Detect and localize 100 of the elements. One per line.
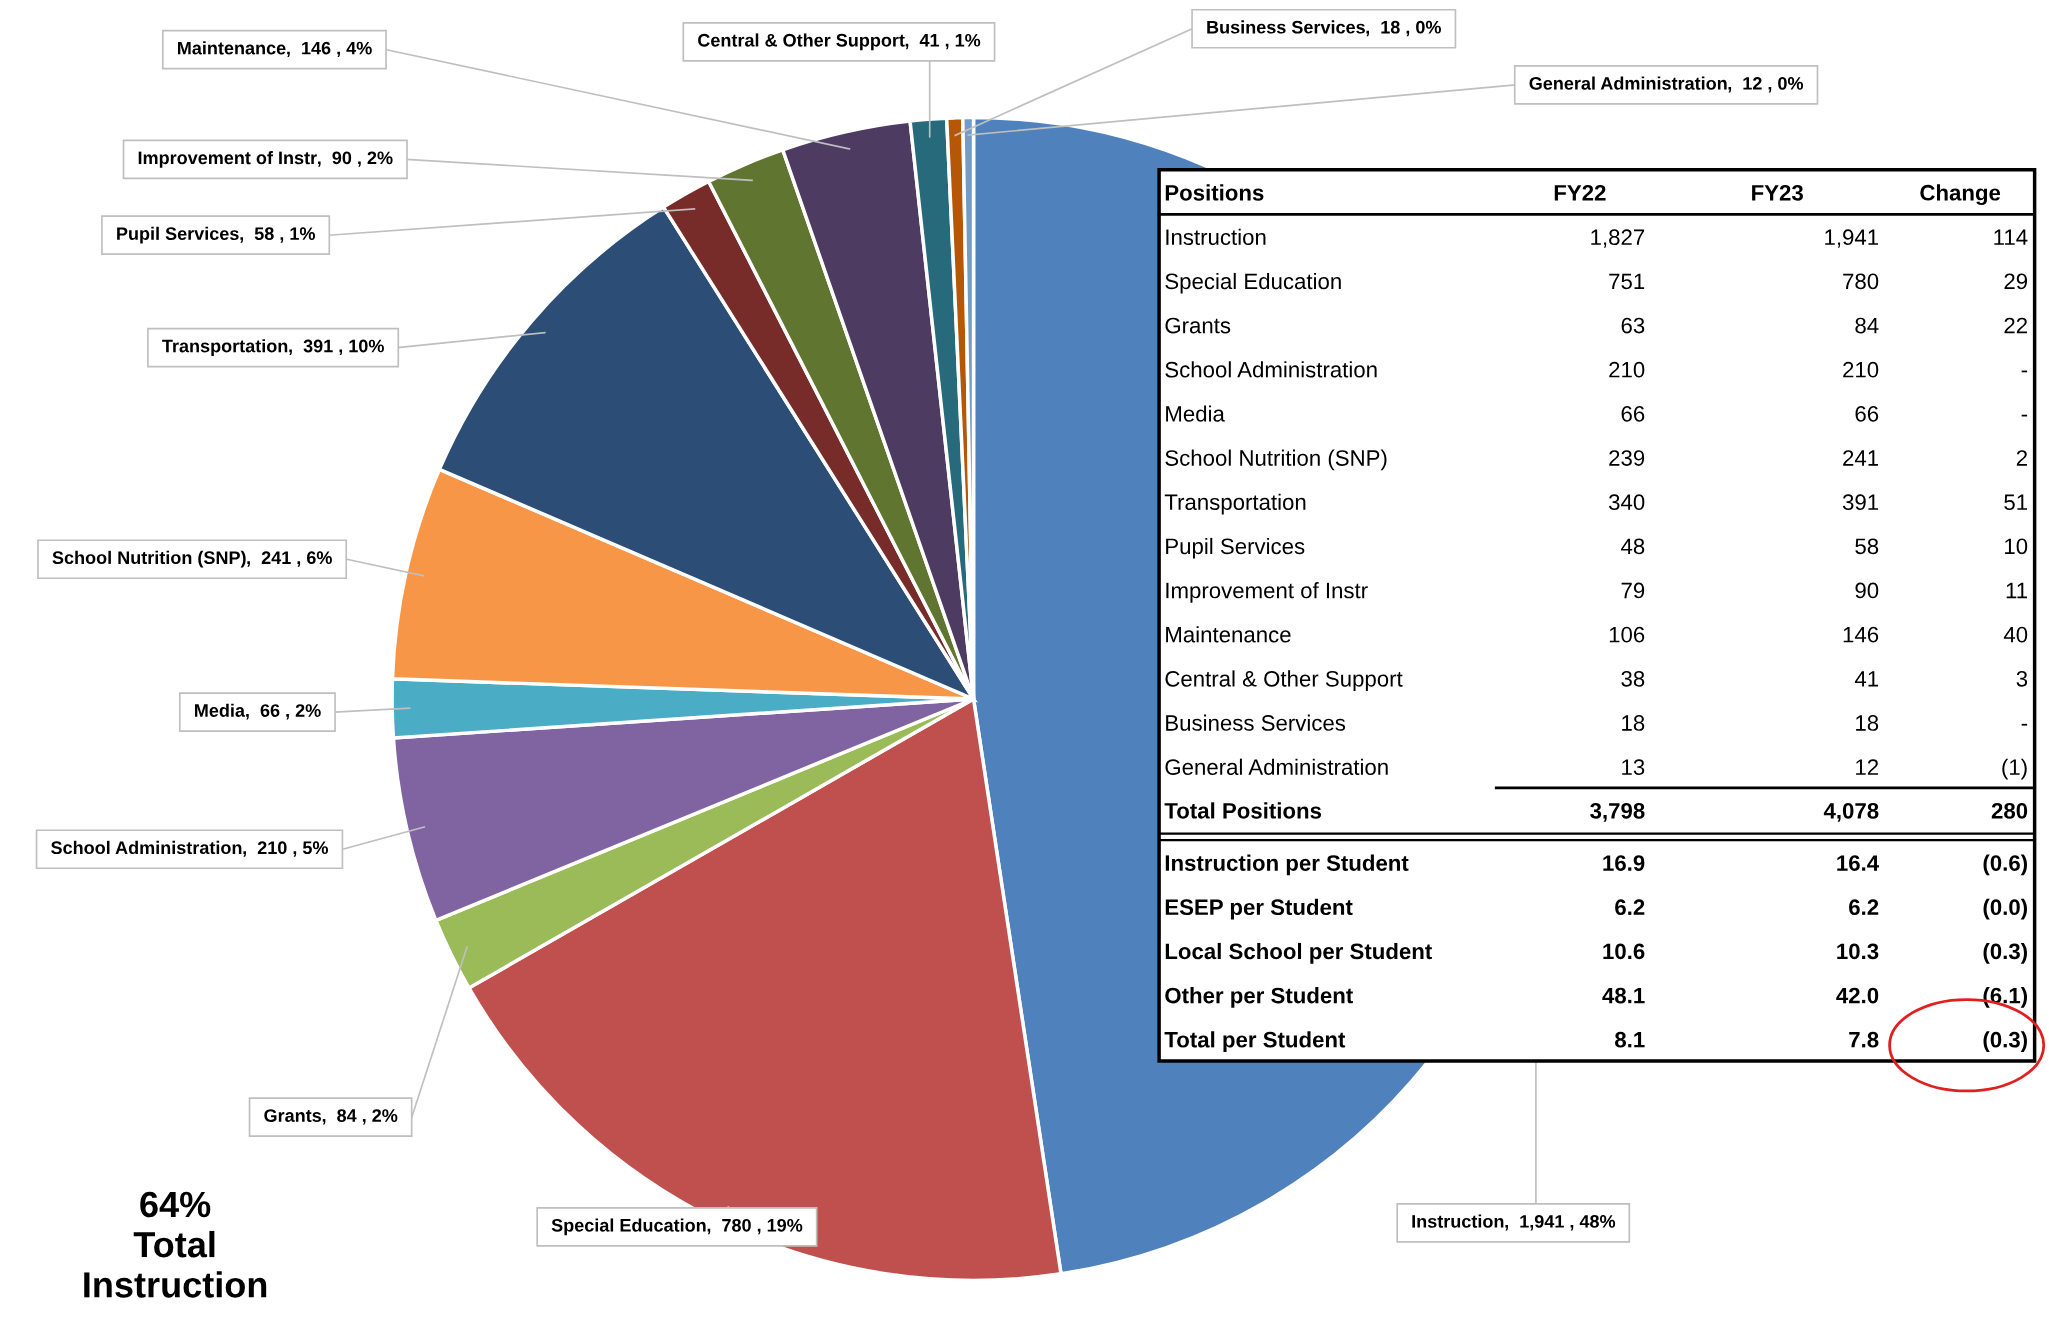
text: 241 <box>1843 450 1879 466</box>
text: 391 <box>1842 494 1879 511</box>
text: (0.3) <box>1983 942 2027 964</box>
slice-label: Special Education <box>551 1218 706 1236</box>
text: 751 <box>1609 273 1645 290</box>
category-label: Maintenance <box>1166 626 1291 643</box>
text: 18 <box>1622 715 1645 731</box>
slice-label: Central & Other Support <box>698 33 905 51</box>
text: 11 <box>2006 582 2028 599</box>
text: 66 <box>1855 405 1879 422</box>
text: 6.2 <box>1615 899 1645 916</box>
category-label: Total per Student <box>1164 1031 1346 1052</box>
text: 38 <box>1621 670 1645 687</box>
category-label: School Administration <box>1165 361 1377 378</box>
data-label: , 18 , 0% <box>1366 20 1441 37</box>
text: 210 <box>1843 361 1879 378</box>
text: 63 <box>1621 317 1645 334</box>
text: Positions <box>1165 184 1264 201</box>
category-label: School Nutrition (SNP) <box>1165 449 1387 471</box>
text: 3,798 <box>1590 802 1645 822</box>
text: 6.2 <box>1849 899 1879 916</box>
text: 10.6 <box>1603 943 1645 960</box>
text: 40 <box>2003 626 2028 643</box>
text: 16.4 <box>1837 855 1880 871</box>
text: 106 <box>1609 626 1645 643</box>
category-label: Grants <box>1165 317 1231 334</box>
text: 48 <box>1621 538 1645 555</box>
slice-label: Transportation <box>162 339 288 356</box>
text: 780 <box>1843 273 1879 290</box>
data-label: , 391 , 10% <box>289 339 384 356</box>
text: (1) <box>2002 758 2027 780</box>
category-label: Local School per Student <box>1165 942 1432 964</box>
category-label: Central & Other Support <box>1165 670 1403 692</box>
text: 7.8 <box>1849 1031 1879 1048</box>
category-label: ESEP per Student <box>1165 898 1353 920</box>
category-label: Transportation <box>1164 493 1306 515</box>
text: 10.3 <box>1837 943 1879 960</box>
slice-label: School Nutrition (SNP) <box>52 550 246 568</box>
category-label: Business Services <box>1166 714 1346 731</box>
text: (0.6) <box>1983 854 2027 876</box>
text: 48.1 <box>1602 987 1645 1004</box>
data-label: , 41 , 1% <box>905 33 981 50</box>
text: - <box>2021 723 2028 726</box>
category-label: Pupil Services <box>1166 537 1305 559</box>
data-label: , 90 , 2% <box>318 151 393 167</box>
data-label: , 1,941 , 48% <box>1505 1215 1616 1231</box>
text: 41 <box>1854 671 1879 687</box>
data-label: , 58 , 1% <box>240 227 315 243</box>
data-label: , 241 , 6% <box>247 551 332 567</box>
data-label: , 146 , 4% <box>287 41 372 58</box>
text: 8.1 <box>1615 1031 1645 1048</box>
text: 210 <box>1609 361 1645 378</box>
text: - <box>2021 414 2028 417</box>
slice-label: School Administration <box>51 840 242 855</box>
slice-label: Instruction <box>1412 1214 1504 1228</box>
data-label: , 84 , 2% <box>322 1109 398 1125</box>
text: 13 <box>1622 759 1645 776</box>
text: 146 <box>1843 626 1879 643</box>
text: 1,827 <box>1591 229 1645 248</box>
text: 64% Total Instruction <box>84 1191 267 1298</box>
slice-label: Pupil Services <box>117 226 239 244</box>
category-label: Media <box>1166 405 1225 422</box>
slice-label: Maintenance <box>178 41 286 55</box>
category-label: Other per Student <box>1165 987 1353 1008</box>
text: 4,078 <box>1823 802 1879 822</box>
text: 2 <box>2016 450 2027 466</box>
data-label: , 66 , 2% <box>246 704 321 720</box>
text: 16.9 <box>1603 855 1645 871</box>
slice-label: Media <box>195 703 246 717</box>
data-label: , 210 , 5% <box>243 841 329 857</box>
text: 79 <box>1621 582 1645 599</box>
text: 12 <box>1856 759 1879 775</box>
text: 280 <box>1991 802 2028 819</box>
text: 90 <box>1855 582 1879 599</box>
text: 340 <box>1608 494 1645 511</box>
text: 114 <box>1994 229 2028 245</box>
category-label: Instruction <box>1166 228 1266 246</box>
category-label: FY23 <box>1752 184 1803 201</box>
text: 22 <box>2004 317 2027 334</box>
text: 66 <box>1621 405 1645 422</box>
text: (0.3) <box>1983 1031 2027 1052</box>
category-label: Improvement of Instr <box>1166 582 1368 603</box>
category-label: Special Education <box>1165 272 1341 294</box>
slice-label: General Administration <box>1529 76 1727 90</box>
text: 42.0 <box>1836 987 1879 1004</box>
text: 51 <box>2004 494 2028 511</box>
text: 58 <box>1855 538 1879 555</box>
text: (6.1) <box>1983 987 2027 1008</box>
text: 3 <box>2016 670 2028 687</box>
text: 239 <box>1609 450 1645 466</box>
category-label: Total Positions <box>1164 802 1322 819</box>
text: 1,941 <box>1825 229 1879 248</box>
slice-label: Grants <box>264 1109 321 1122</box>
text: 84 <box>1855 317 1879 334</box>
text: 29 <box>2004 273 2028 290</box>
text: - <box>2021 370 2028 373</box>
text: 18 <box>1856 715 1879 731</box>
category-label: FY22 <box>1554 184 1606 201</box>
category-label: Change <box>1920 184 2001 206</box>
category-label: Instruction per Student <box>1165 854 1409 876</box>
